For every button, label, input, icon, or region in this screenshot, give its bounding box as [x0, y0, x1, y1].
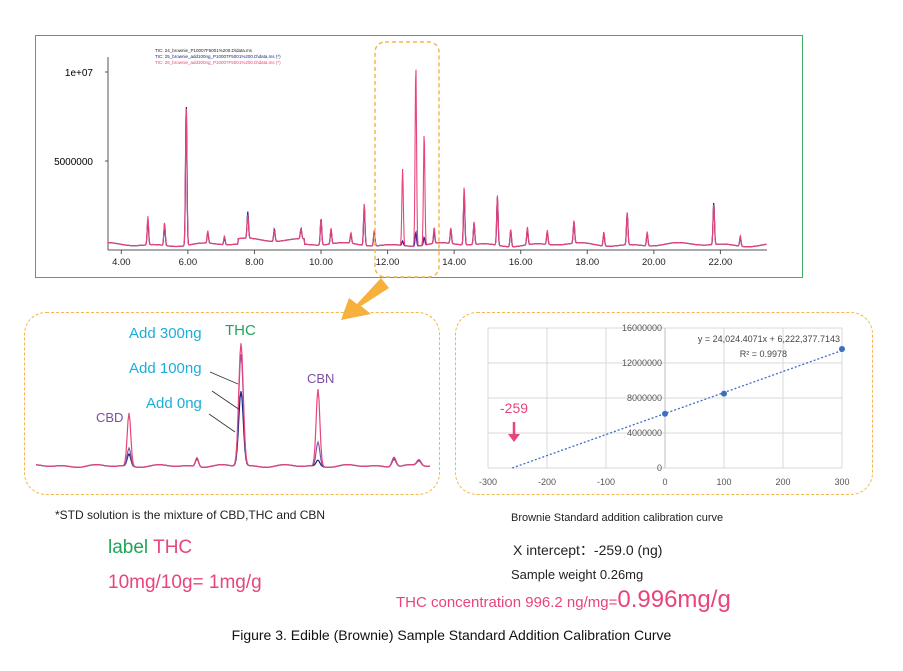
- y-tick-label: 1e+07: [65, 68, 94, 79]
- x-tick-label: 14.00: [442, 257, 466, 268]
- calibration-trendline: [511, 349, 843, 469]
- chromatogram-panel: [35, 35, 803, 278]
- trace-sample-0ng: [108, 106, 767, 248]
- x-tick-label: 10.00: [309, 257, 333, 268]
- x-tick-label: 300: [834, 477, 849, 487]
- x-ticks: 4.00 6.00 8.00 10.00 12.00 14.00 16.00 18.00 20.…: [112, 250, 732, 268]
- legend-entry: TIC: 25_brownie_add100ng_P10007F5001%200…: [155, 54, 281, 59]
- chromatogram-legend: TIC: 24_brownie_P10007F5001%200.D\data.m…: [155, 48, 281, 65]
- x-tick-label: -100: [597, 477, 615, 487]
- x-tick-label: -200: [538, 477, 556, 487]
- thc-label: THC: [225, 322, 256, 339]
- label-line: label THC: [108, 537, 192, 559]
- y-tick-label: 4000000: [627, 428, 662, 438]
- x-tick-label: 16.00: [509, 257, 533, 268]
- concentration-big: 0.996mg/g: [617, 586, 731, 613]
- intercept-label: -259: [500, 400, 528, 416]
- x-tick-label: 100: [716, 477, 731, 487]
- chromatogram-plot: TIC: 24_brownie_P10007F5001%200.D\data.m…: [54, 41, 767, 278]
- intercept-arrowhead-icon: [508, 434, 520, 442]
- sample-weight: Sample weight 0.26mg: [511, 567, 644, 582]
- zoom-plot: [35, 343, 430, 468]
- label-word: label: [108, 537, 149, 558]
- trace-sample-100ng: [108, 111, 767, 248]
- zoom-panel: [24, 312, 440, 495]
- y-tick-label: 0: [657, 463, 662, 473]
- x-tick-label: 22.00: [709, 257, 733, 268]
- calibration-y-ticks: 16000000 12000000 8000000 4000000 0: [622, 323, 662, 473]
- label-thc: THC: [153, 537, 193, 558]
- calibration-point: [662, 410, 668, 417]
- zoom-trace-300ng: [35, 343, 430, 468]
- calibration-points: [662, 346, 845, 417]
- x-tick-label: -300: [479, 477, 497, 487]
- legend-entry: TIC: 26_brownie_add300ng_P10007F5001%200…: [155, 60, 281, 65]
- calibration-caption: Brownie Standard addition calibration cu…: [511, 512, 724, 524]
- pointer-line: [209, 371, 239, 385]
- x-tick-label: 4.00: [112, 257, 131, 268]
- x-tick-label: 8.00: [245, 257, 264, 268]
- x-tick-label: 20.00: [642, 257, 666, 268]
- pointer-line: [211, 390, 241, 411]
- y-tick-label: 8000000: [627, 393, 662, 403]
- add0-label: Add 0ng: [146, 395, 202, 412]
- y-tick-label: 12000000: [622, 358, 662, 368]
- cbn-label: CBN: [307, 371, 335, 386]
- trace-sample-300ng: [108, 69, 767, 248]
- zoom-arrow-icon: [341, 278, 389, 320]
- label-value: 10mg/10g= 1mg/g: [108, 572, 262, 593]
- pointer-line: [208, 413, 236, 433]
- zoom-trace-0ng: [35, 391, 430, 468]
- x-intercept-result: X intercept：-259.0 (ng): [513, 542, 663, 558]
- zoom-region-highlight: [374, 41, 440, 278]
- cbd-label: CBD: [96, 410, 124, 425]
- thc-concentration: THC concentration 996.2 ng/mg=0.996mg/g: [396, 586, 731, 614]
- concentration-prefix: THC concentration 996.2 ng/mg=: [396, 594, 618, 611]
- add100-label: Add 100ng: [129, 360, 202, 377]
- r-squared: R² = 0.9978: [740, 349, 787, 359]
- calibration-panel: [455, 312, 873, 495]
- std-note: *STD solution is the mixture of CBD,THC …: [55, 508, 326, 522]
- legend-entry: TIC: 24_brownie_P10007F5001%200.D\data.m…: [155, 48, 253, 53]
- figure-caption: Figure 3. Edible (Brownie) Sample Standa…: [231, 627, 672, 643]
- calibration-point: [839, 346, 845, 352]
- add300-label: Add 300ng: [129, 325, 202, 342]
- calibration-point: [721, 390, 727, 397]
- x-tick-label: 200: [775, 477, 790, 487]
- x-tick-label: 0: [662, 477, 667, 487]
- calibration-grid: [487, 327, 843, 469]
- x-tick-label: 18.00: [575, 257, 599, 268]
- y-tick-label: 5000000: [54, 157, 93, 168]
- calibration-x-ticks: -300 -200 -100 0 100 200 300: [479, 477, 850, 487]
- x-tick-label: 6.00: [179, 257, 198, 268]
- y-tick-label: 16000000: [622, 323, 662, 333]
- trendline-equation: y = 24,024.4071x + 6,222,377.7143: [698, 334, 840, 344]
- calibration-plot: 16000000 12000000 8000000 4000000 0 -300 -200…: [479, 323, 850, 487]
- x-tick-label: 12.00: [376, 257, 400, 268]
